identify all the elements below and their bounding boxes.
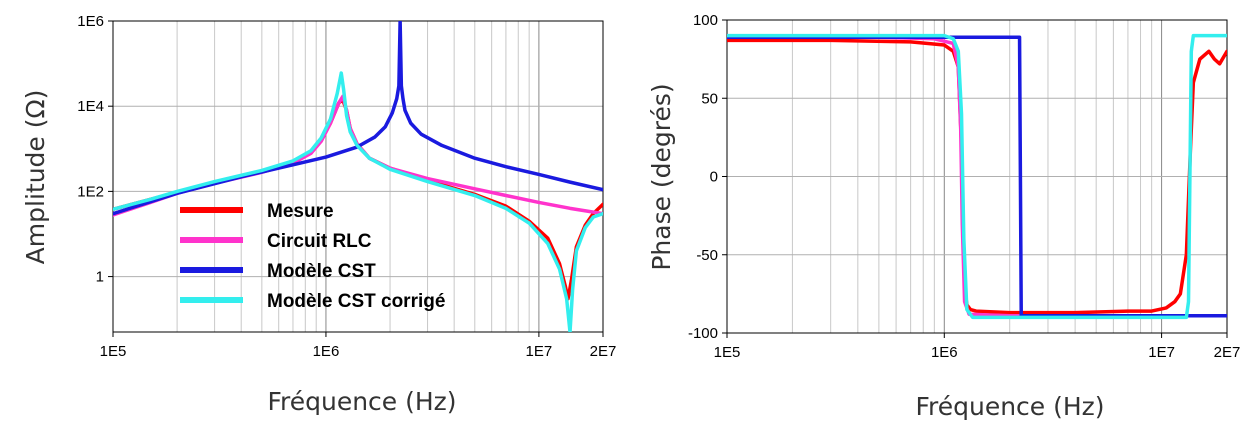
amplitude-y-axis-title: Amplitude (Ω) (21, 90, 50, 265)
legend-label: Modèle CST (267, 261, 376, 282)
legend-label: Modèle CST corrigé (267, 291, 445, 312)
phase-y-tick-label: -50 (696, 247, 718, 264)
phase-x-tick-label: 1E7 (1148, 344, 1175, 361)
phase-chart: 1E5 1E6 1E7 2E7 -100 -50 0 50 100 Fréquence (Hz… (647, 12, 1240, 421)
phase-y-tick-label: 100 (693, 12, 718, 29)
amplitude-x-tick-label: 1E7 (526, 343, 553, 360)
amplitude-y-tick-label: 1E6 (77, 13, 104, 30)
phase-y-tick-label: 50 (701, 90, 718, 107)
phase-series-layer (727, 33, 1227, 320)
amplitude-series-mod-le-cst-corrig- (113, 71, 603, 332)
phase-x-tick-label: 1E5 (714, 344, 741, 361)
amplitude-chart: 1E5 1E6 1E7 2E7 1 1E2 1E4 1E6 Fréquence (Hz) A… (21, 13, 616, 416)
amplitude-x-ticks: 1E5 1E6 1E7 2E7 (100, 332, 617, 360)
phase-grid (727, 19, 1227, 334)
phase-y-ticks: -100 -50 0 50 100 (688, 12, 727, 342)
amplitude-plot-frame (112, 20, 604, 333)
phase-x-ticks: 1E5 1E6 1E7 2E7 (714, 333, 1241, 361)
amplitude-y-tick-label: 1E2 (77, 183, 104, 200)
amplitude-y-ticks: 1 1E2 1E4 1E6 (77, 13, 113, 286)
amplitude-grid (113, 20, 603, 332)
phase-y-tick-label: 0 (710, 169, 718, 186)
amplitude-series-layer (113, 21, 603, 332)
amplitude-series-mod-le-cst (113, 21, 603, 216)
amplitude-y-tick-label: 1E4 (77, 98, 104, 115)
phase-x-tick-label: 2E7 (1214, 344, 1241, 361)
legend-label: Mesure (267, 201, 334, 222)
phase-x-tick-label: 1E6 (931, 344, 958, 361)
amplitude-x-tick-label: 1E5 (100, 343, 127, 360)
amplitude-y-tick-label: 1 (96, 269, 104, 286)
amplitude-x-axis-title: Fréquence (Hz) (267, 387, 456, 416)
legend: Mesure Circuit RLC Modèle CST Modèle CST co… (180, 201, 445, 312)
amplitude-x-tick-label: 1E6 (313, 343, 340, 360)
amplitude-x-tick-label: 2E7 (590, 343, 617, 360)
phase-y-tick-label: -100 (688, 325, 718, 342)
phase-x-axis-title: Fréquence (Hz) (915, 392, 1104, 421)
legend-label: Circuit RLC (267, 231, 372, 252)
phase-y-axis-title: Phase (degrés) (647, 83, 676, 270)
phase-series-mod-le-cst-corrig- (727, 33, 1227, 320)
